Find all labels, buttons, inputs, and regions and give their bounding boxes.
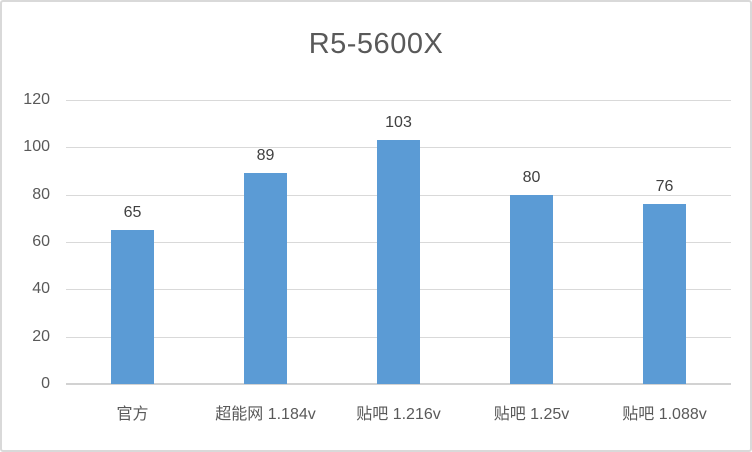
bar-value-label: 76 [655, 178, 674, 196]
x-axis-category-label: 超能网 1.184v [215, 406, 316, 423]
x-axis-category-label: 贴吧 1.088v [622, 406, 707, 423]
bar [377, 140, 420, 384]
x-axis-category-label: 官方 [116, 406, 149, 423]
bar-value-label: 65 [123, 204, 142, 222]
x-axis-category-label: 贴吧 1.216v [356, 406, 441, 423]
gridline [66, 100, 731, 101]
bar [244, 173, 287, 384]
bar [510, 194, 553, 384]
y-axis-tick-label: 20 [32, 327, 50, 345]
y-axis-tick-label: 120 [23, 91, 50, 108]
bar-value-label: 89 [256, 147, 275, 165]
y-axis-tick-label: 60 [32, 233, 50, 250]
bar [111, 230, 154, 384]
y-axis-tick-label: 80 [32, 185, 50, 203]
bar [643, 204, 686, 384]
bar-value-label: 80 [522, 168, 541, 186]
y-axis-tick-label: 0 [41, 375, 50, 392]
bar-value-label: 103 [385, 114, 412, 132]
x-axis-category-label: 贴吧 1.25v [493, 406, 570, 423]
y-axis-tick-label: 100 [23, 138, 50, 156]
y-axis-tick-label: 40 [32, 280, 50, 298]
x-axis-line [66, 383, 731, 385]
chart-title: R5-5600X [308, 28, 444, 60]
